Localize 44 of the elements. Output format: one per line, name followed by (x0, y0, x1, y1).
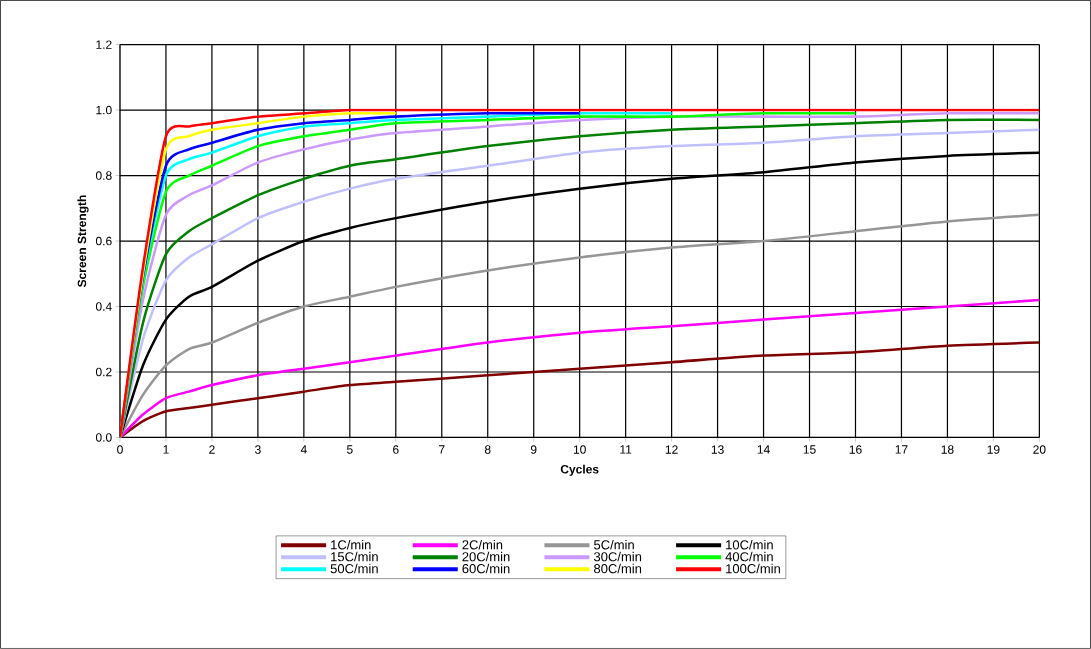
y-axis-title: Screen Strength (77, 195, 89, 288)
line-series (119, 298, 1040, 438)
x-tick-label: 7 (439, 445, 445, 454)
x-tick-label: 11 (620, 445, 632, 454)
x-tick-label: 3 (255, 445, 261, 454)
x-tick-label: 18 (941, 445, 954, 454)
legend-label: 40C/min (725, 551, 773, 562)
legend-label: 15C/min (331, 551, 378, 562)
x-tick-label: 4 (300, 445, 307, 454)
y-tick-label: 0.2 (95, 367, 112, 377)
y-tick-label: 0.6 (95, 236, 112, 246)
y-tick-label: 1.2 (96, 40, 112, 49)
y-tick-label: 0.0 (95, 433, 112, 442)
legend-label: 100C/min (726, 563, 780, 574)
x-tick-label: 9 (530, 445, 537, 454)
x-tick-label: 13 (711, 445, 724, 454)
x-axis-title: Cycles (560, 464, 599, 476)
legend-label: 30C/min (593, 551, 642, 562)
x-tick-label: 5 (346, 445, 353, 454)
x-tick-label: 0 (117, 445, 123, 454)
legend-label: 80C/min (594, 563, 642, 574)
legend-label: 50C/min (330, 563, 378, 574)
x-tick-label: 20 (1033, 445, 1046, 454)
x-tick-label: 1 (163, 445, 169, 454)
x-tick-label: 2 (209, 445, 215, 454)
x-tick-label: 12 (665, 445, 678, 454)
x-tick-label: 16 (849, 445, 862, 454)
legend-label: 2C/min (462, 539, 503, 550)
x-tick-label: 17 (895, 445, 908, 454)
x-tick-label: 19 (987, 445, 1000, 454)
legend-label: 1C/min (331, 539, 371, 550)
x-tick-label: 14 (757, 445, 770, 454)
y-tick-label: 1.0 (96, 105, 112, 115)
legend-label: 60C/min (462, 563, 510, 574)
x-tick-label: 8 (484, 445, 491, 454)
legend-label: 10C/min (726, 539, 773, 550)
legend-label: 5C/min (593, 539, 634, 550)
legend-label: 20C/min (462, 551, 510, 562)
x-tick-label: 6 (393, 445, 399, 454)
y-tick-label: 0.4 (95, 302, 112, 311)
y-tick-label: 0.8 (95, 171, 112, 180)
line-series (119, 213, 1040, 438)
x-tick-label: 15 (803, 445, 816, 454)
x-tick-label: 10 (573, 445, 586, 454)
